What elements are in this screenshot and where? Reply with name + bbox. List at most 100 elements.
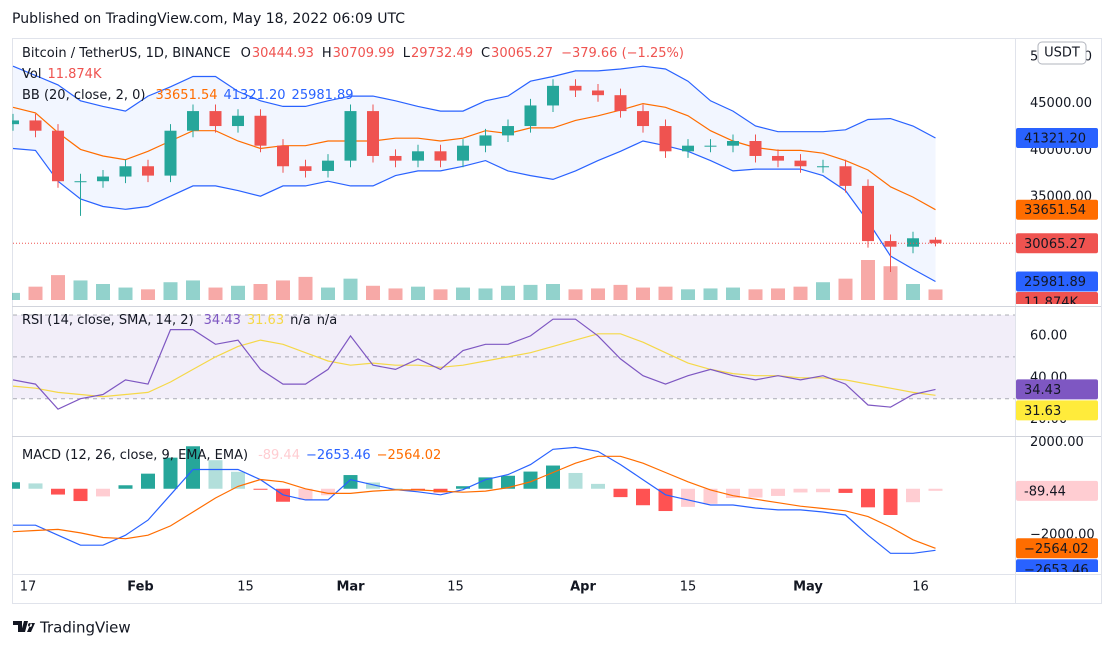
macd-histogram-bar: [883, 488, 898, 515]
macd-histogram-bar: [816, 488, 830, 493]
legend-row: BB (20, close, 2, 0) 33651.54 41321.20 2598…: [22, 88, 354, 103]
volume-badge: [1016, 292, 1098, 304]
rsi-line: [12, 318, 936, 410]
volume-bar: [163, 282, 178, 300]
candle-body: [367, 111, 379, 156]
candle-body: [682, 145, 694, 152]
legend-value: 41321.20: [224, 88, 286, 103]
legend-value: 34.43: [204, 313, 241, 328]
macd-histogram-bar: [141, 473, 155, 489]
macd-histogram-bar: [703, 488, 718, 504]
volume-bar: [883, 266, 898, 300]
x-tick-label: May: [793, 580, 823, 595]
currency-label[interactable]: USDT: [1044, 46, 1080, 61]
candle-body: [524, 105, 537, 127]
macd-histogram-bar: [321, 488, 335, 496]
candle-body: [637, 111, 649, 127]
macd-histogram-bar: [96, 488, 110, 497]
macd-histogram-bar: [658, 488, 673, 512]
macd-histogram-bar: [906, 488, 920, 503]
x-tick-label: 15: [447, 580, 464, 595]
volume-bar: [636, 287, 650, 300]
macd-histogram-bar: [163, 457, 178, 489]
legend-value: 30065.27: [491, 46, 553, 61]
candle-body: [749, 141, 762, 156]
price-badge: [1016, 233, 1098, 254]
volume-bar: [861, 260, 875, 300]
volume-bar: [523, 284, 538, 300]
candle-body: [389, 155, 402, 161]
legend-title: MACD (12, 26, close, 9, EMA, EMA): [22, 448, 248, 463]
macd-histogram-bar: [523, 471, 538, 489]
macd-histogram-bar: [478, 477, 493, 489]
legend-title: RSI (14, close, SMA, 14, 2): [22, 313, 194, 328]
footer-brand: TradingView: [39, 619, 131, 637]
macd-histogram-bar: [793, 488, 808, 493]
price-badge-label: 33651.54: [1024, 203, 1086, 218]
candle-body: [659, 126, 672, 152]
legend-row: RSI (14, close, SMA, 14, 2) 34.43 31.63 n/a…: [22, 313, 337, 328]
macd-histogram-bar: [388, 488, 403, 490]
candle-body: [52, 130, 64, 182]
legend-item: O: [241, 46, 251, 61]
legend-value: 31.63: [247, 313, 284, 328]
volume-bar: [231, 285, 245, 300]
candle-body: [12, 120, 19, 125]
macd-histogram-bar: [861, 488, 875, 508]
macd-histogram-bar: [208, 460, 223, 489]
candle-body: [772, 155, 784, 161]
y-tick-label: 2000.00: [1030, 435, 1084, 450]
x-tick-label: Mar: [336, 580, 365, 595]
x-tick-label: Apr: [570, 580, 596, 595]
price-badge-label: -89.44: [1024, 484, 1066, 499]
currency-button[interactable]: [1037, 41, 1087, 65]
published-note: Published on TradingView.com, May 18, 20…: [12, 11, 405, 27]
volume-bar: [658, 286, 673, 300]
volume-bar: [591, 288, 605, 300]
legend-value: n/a: [317, 313, 338, 328]
volume-bar: [118, 287, 133, 300]
price-badge: [1016, 128, 1098, 149]
legend-row: MACD (12, 26, close, 9, EMA, EMA) -89.44−…: [22, 448, 441, 463]
legend-row: Bitcoin / TetherUS, 1D, BINANCE O30444.93…: [22, 46, 684, 61]
price-badge-label: 25981.89: [1024, 275, 1086, 290]
candle-body: [299, 166, 312, 171]
volume-bar: [388, 288, 403, 300]
candle-body: [839, 166, 852, 186]
legend-change: −379.66 (−1.25%): [561, 46, 684, 61]
volume-bar: [456, 287, 470, 300]
price-badge: [1016, 379, 1098, 400]
legend-title: BB (20, close, 2, 0): [22, 88, 145, 103]
macd-histogram-bar: [343, 475, 358, 489]
candle-body: [547, 85, 559, 106]
macd-histogram-bar: [568, 472, 583, 489]
legends: Bitcoin / TetherUS, 1D, BINANCE O30444.93…: [22, 46, 684, 463]
candle-body: [929, 239, 942, 244]
candle-body: [209, 111, 222, 127]
candle-body: [884, 241, 897, 247]
volume-bar: [928, 289, 943, 300]
price-badge: [1016, 538, 1098, 559]
legend-value: −2653.46: [306, 448, 371, 463]
x-tick-label: 17: [20, 580, 37, 595]
volume-bar: [208, 287, 223, 300]
volume-bar: [366, 285, 380, 300]
price-badge-label: −2653.46: [1024, 563, 1089, 578]
y-tick-label: 45000.00: [1030, 96, 1092, 111]
candle-body: [862, 185, 874, 242]
candle-body: [727, 141, 739, 146]
volume-bar: [433, 289, 448, 300]
volume-bar: [343, 278, 358, 300]
axis-badges: 41321.20 33651.54 30065.27 25981.89 11.874K: [1016, 128, 1098, 304]
candle-body: [569, 85, 582, 91]
tradingview-logo: [13, 621, 35, 632]
legend-value: 30709.99: [333, 46, 395, 61]
macd-pane: [12, 446, 943, 554]
price-badge-label: −2564.02: [1024, 542, 1089, 557]
price-badge: [1016, 480, 1098, 501]
volume-bar: [613, 284, 628, 300]
candle-body: [794, 160, 807, 167]
candle-body: [817, 166, 829, 168]
volume-bar: [838, 278, 853, 300]
candle-body: [164, 130, 177, 176]
